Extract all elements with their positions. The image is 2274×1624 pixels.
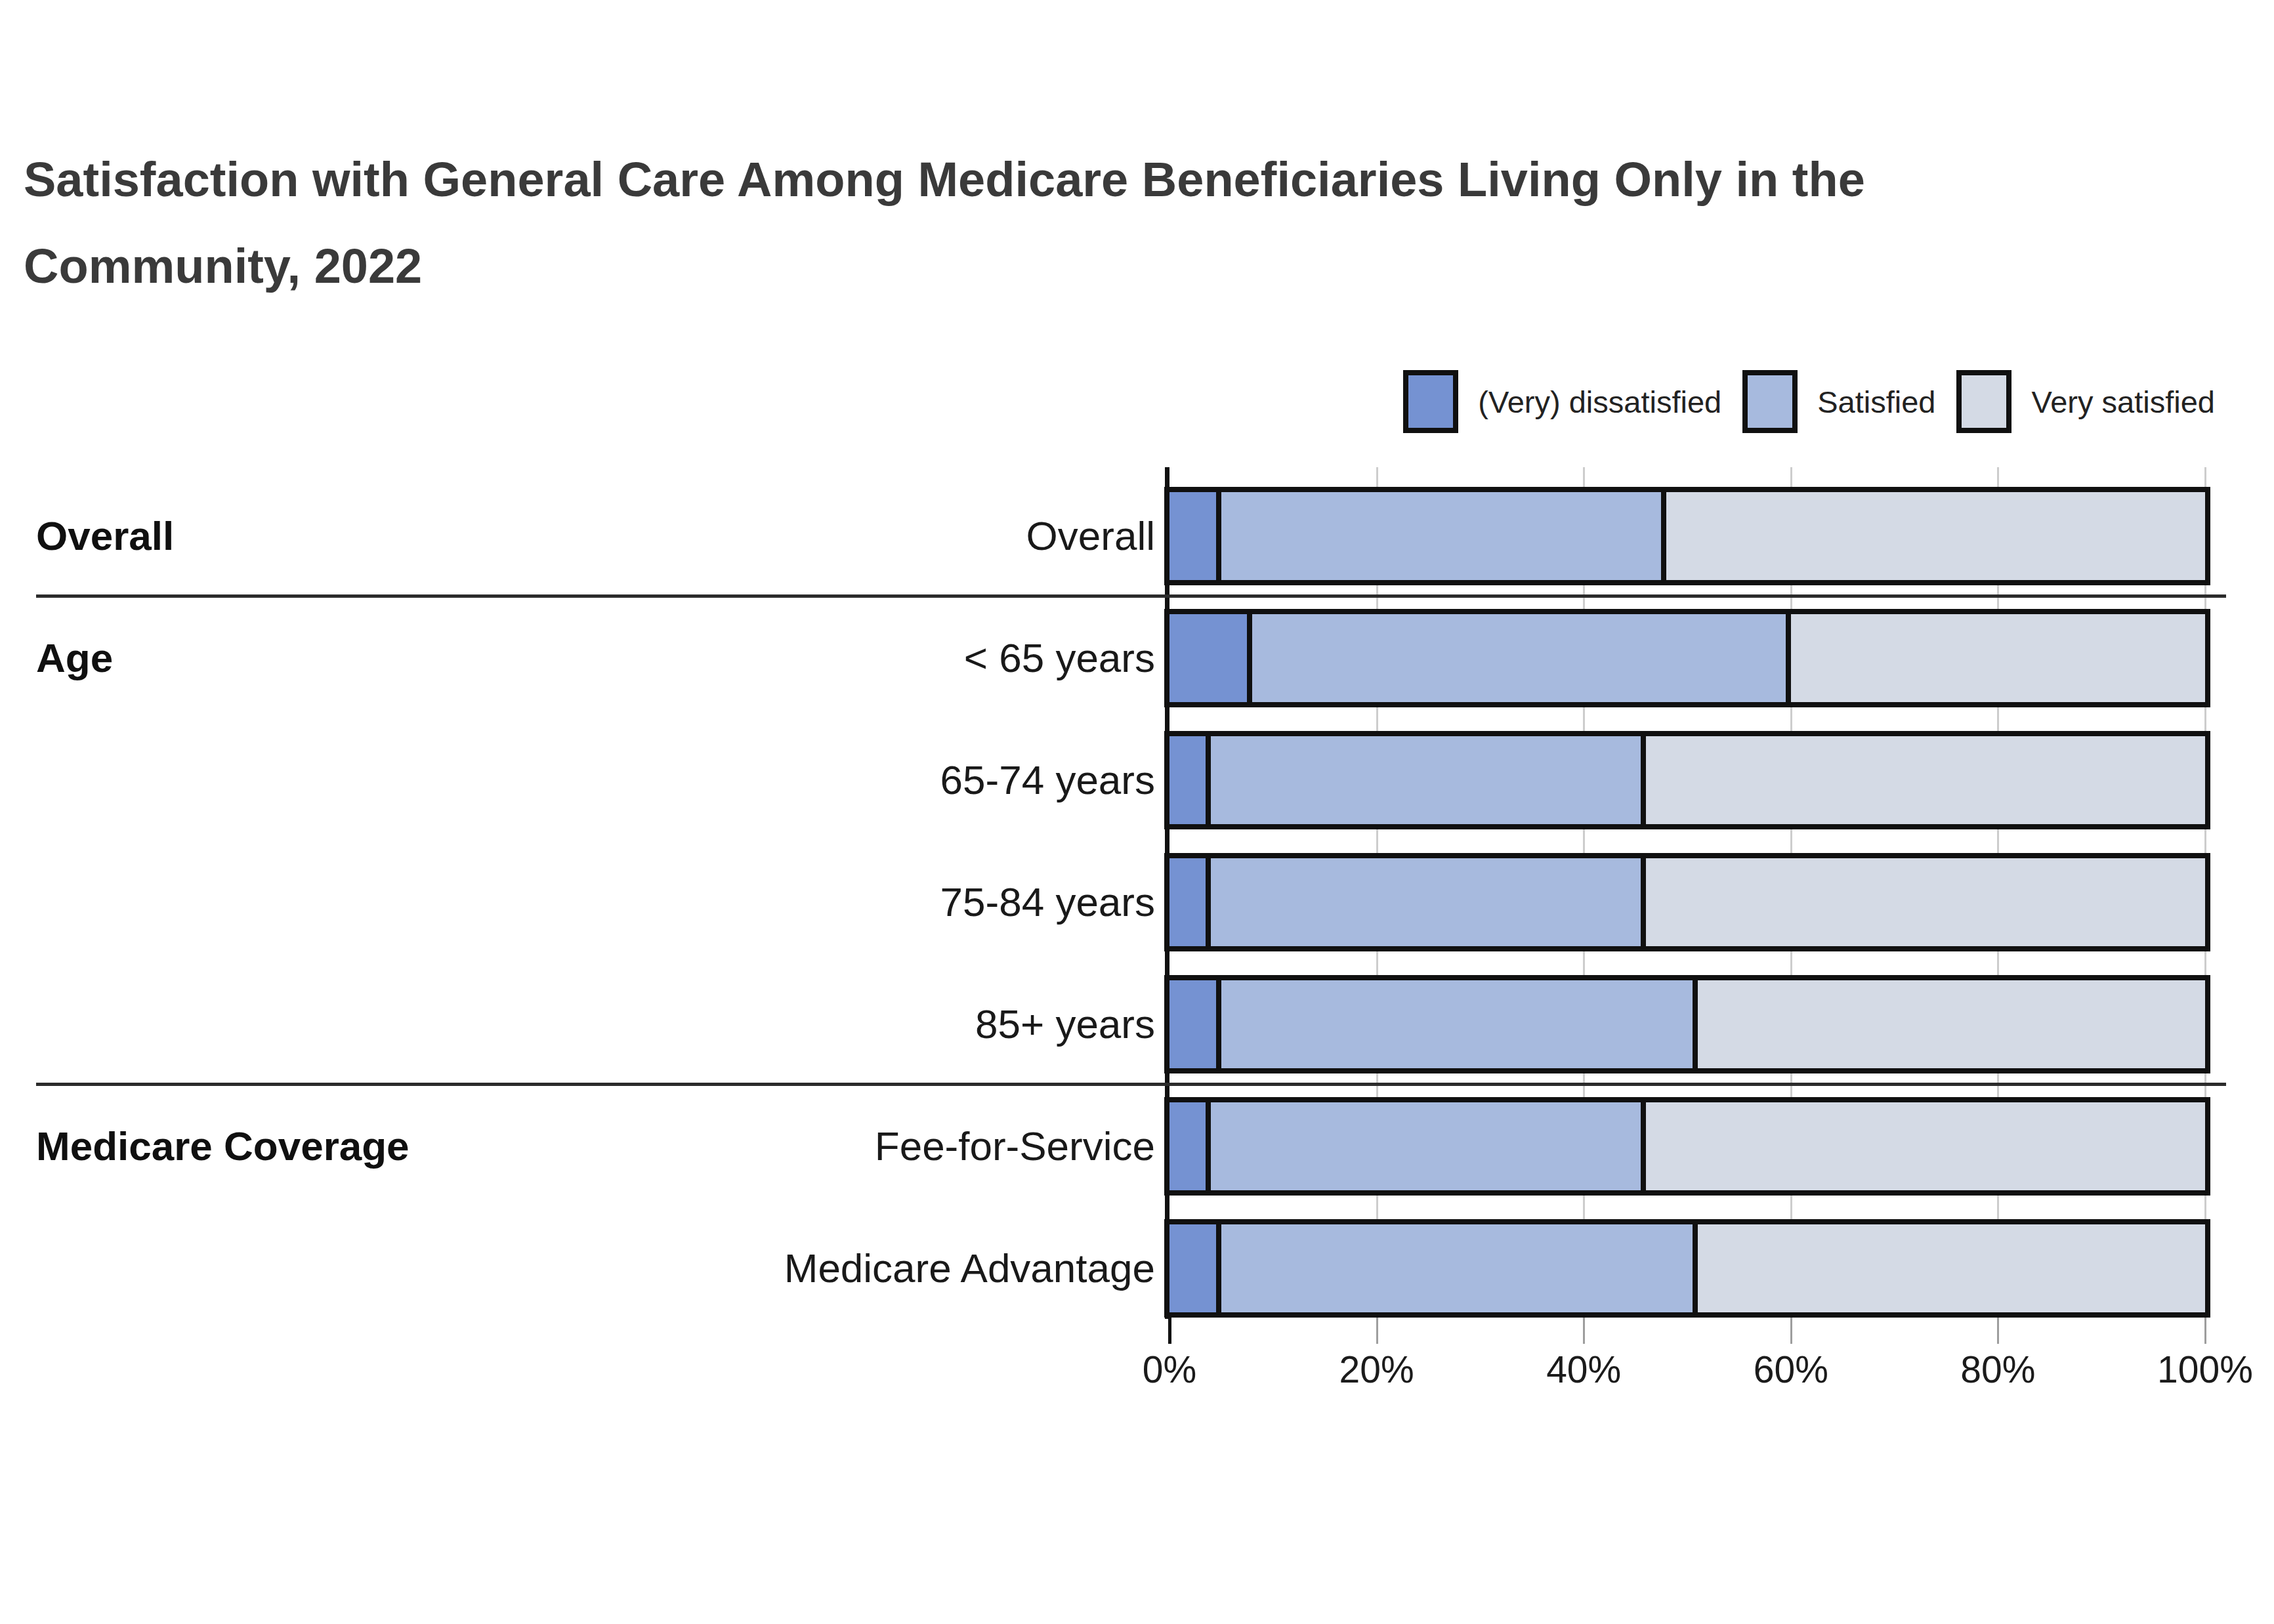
row-label: 75-84 years <box>0 853 1155 951</box>
bar-segment-very-satisfied <box>1791 614 2205 702</box>
bar-segment-satisfied <box>1211 1102 1646 1190</box>
row-label: < 65 years <box>0 609 1155 707</box>
row-label: Medicare Advantage <box>0 1219 1155 1318</box>
bar-segment-dissatisfied <box>1169 1224 1221 1312</box>
x-tick-label: 80% <box>1919 1348 2076 1391</box>
x-tick-80 <box>1997 1318 1999 1344</box>
stacked-bar-chart: Overall < 65 years 65-74 years 75-84 years 8… <box>0 0 2274 1624</box>
x-tick-60 <box>1790 1318 1792 1344</box>
stacked-bar-row <box>1164 609 2210 707</box>
stacked-bar-row <box>1164 975 2210 1073</box>
x-tick-0 <box>1168 1318 1171 1344</box>
bar-segment-dissatisfied <box>1169 980 1221 1068</box>
bar-segment-very-satisfied <box>1698 980 2205 1068</box>
bar-segment-very-satisfied <box>1646 858 2205 946</box>
bar-segment-satisfied <box>1221 492 1667 580</box>
stacked-bar-row <box>1164 853 2210 951</box>
x-tick-label: 20% <box>1298 1348 1456 1391</box>
x-tick-20 <box>1376 1318 1378 1344</box>
row-label: 65-74 years <box>0 731 1155 829</box>
bar-segment-satisfied <box>1211 858 1646 946</box>
bar-segment-very-satisfied <box>1646 736 2205 824</box>
stacked-bar-row <box>1164 731 2210 829</box>
bar-segment-dissatisfied <box>1169 492 1221 580</box>
bar-segment-very-satisfied <box>1666 492 2205 580</box>
bar-segment-satisfied <box>1221 980 1698 1068</box>
bar-segment-satisfied <box>1221 1224 1698 1312</box>
x-tick-100 <box>2204 1318 2206 1344</box>
bar-segment-dissatisfied <box>1169 614 1252 702</box>
group-separator-line <box>36 1083 2226 1086</box>
bar-segment-very-satisfied <box>1698 1224 2205 1312</box>
stacked-bar-row <box>1164 1219 2210 1318</box>
bar-segment-dissatisfied <box>1169 858 1211 946</box>
bar-segment-dissatisfied <box>1169 736 1211 824</box>
bar-segment-dissatisfied <box>1169 1102 1211 1190</box>
stacked-bar-row <box>1164 1097 2210 1196</box>
bar-segment-very-satisfied <box>1646 1102 2205 1190</box>
bar-segment-satisfied <box>1211 736 1646 824</box>
x-tick-label: 0% <box>1091 1348 1248 1391</box>
bar-segment-satisfied <box>1252 614 1791 702</box>
group-separator-line <box>36 594 2226 598</box>
group-label: Overall <box>36 487 174 585</box>
x-tick-40 <box>1583 1318 1585 1344</box>
x-tick-label: 100% <box>2126 1348 2274 1391</box>
x-tick-label: 40% <box>1505 1348 1662 1391</box>
group-label: Age <box>36 609 113 707</box>
group-label: Medicare Coverage <box>36 1097 410 1196</box>
row-label: 85+ years <box>0 975 1155 1073</box>
x-tick-label: 60% <box>1712 1348 1870 1391</box>
stacked-bar-row <box>1164 487 2210 585</box>
